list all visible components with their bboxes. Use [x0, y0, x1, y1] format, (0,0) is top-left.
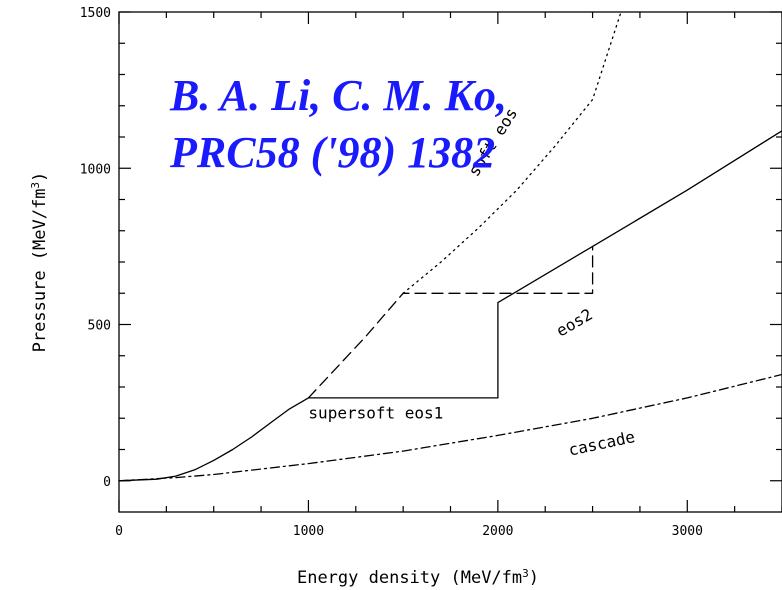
curve-label: supersoft eos1 — [308, 403, 443, 422]
series-eos2 — [307, 245, 594, 399]
ticks — [118, 11, 782, 512]
curve-label: cascade — [567, 427, 637, 460]
citation-line-2: PRC58 ('98) 1382 — [169, 128, 495, 177]
x-tick-label: 0 — [115, 524, 123, 539]
y-axis-title: Pressure (MeV/fm3) — [29, 172, 51, 353]
y-tick-label: 1000 — [80, 162, 111, 177]
series-cascade — [118, 373, 782, 482]
x-tick-label: 2000 — [482, 524, 513, 539]
curves — [118, 11, 782, 482]
x-tick-label: 3000 — [672, 524, 703, 539]
y-tick-label: 500 — [88, 319, 111, 334]
tick-labels: 0 1000 2000 3000 0 500 1000 1500 — [80, 6, 703, 539]
x-axis-title: Energy density (MeV/fm3) — [297, 567, 539, 589]
y-tick-label: 1500 — [80, 6, 111, 21]
series-soft-eos — [402, 11, 622, 294]
y-tick-label: 0 — [103, 475, 111, 490]
x-tick-label: 1000 — [293, 524, 324, 539]
series-supersoft-eos1 — [118, 130, 782, 482]
citation-line-1: B. A. Li, C. M. Ko, — [169, 71, 507, 120]
curve-label: eos2 — [553, 305, 596, 341]
